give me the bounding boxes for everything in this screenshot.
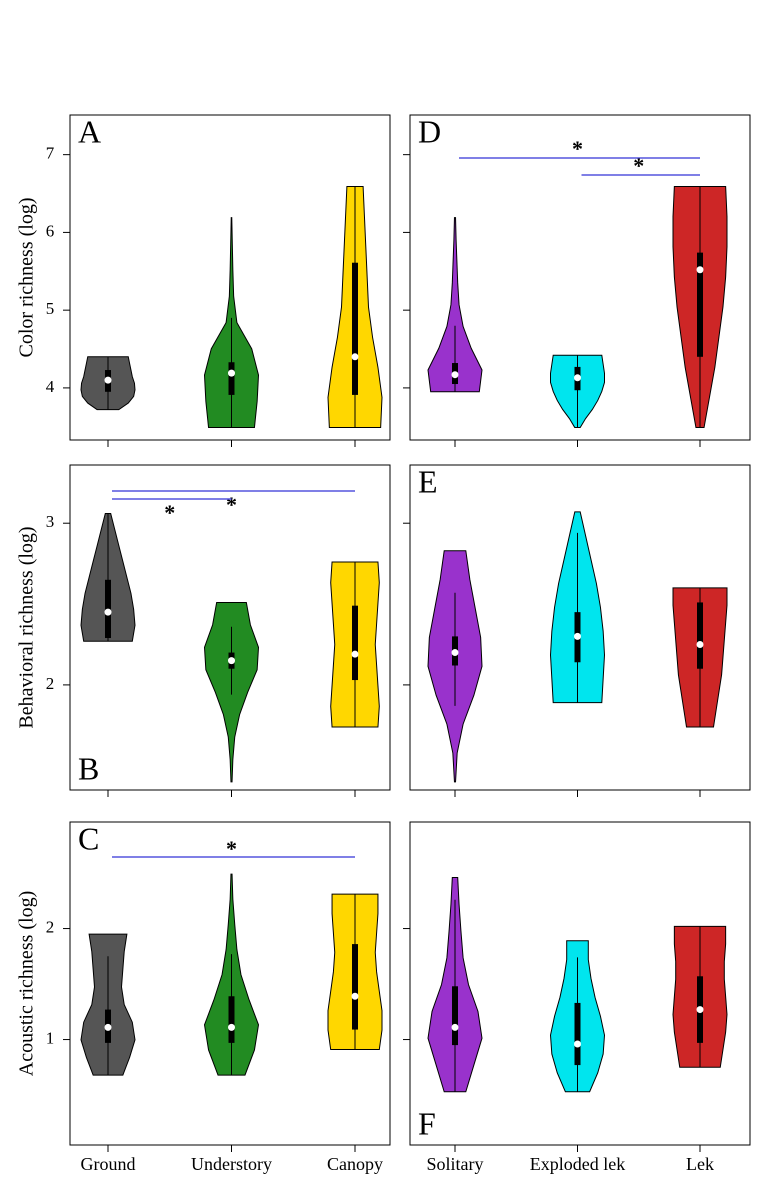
- box: [229, 996, 235, 1043]
- significance-star: *: [226, 836, 237, 861]
- median: [697, 641, 704, 648]
- panel-label: B: [78, 750, 99, 786]
- y-axis-label: Acoustic richness (log): [16, 891, 38, 1077]
- y-tick-label: 6: [46, 221, 55, 240]
- median: [697, 266, 704, 273]
- median: [105, 377, 112, 384]
- y-tick-label: 5: [46, 299, 55, 318]
- median: [452, 371, 459, 378]
- median: [697, 1006, 704, 1013]
- y-tick-label: 1: [46, 1028, 55, 1047]
- median: [452, 1024, 459, 1031]
- y-axis-label: Color richness (log): [16, 198, 38, 358]
- panel-label: F: [418, 1105, 436, 1141]
- box: [352, 606, 358, 680]
- box: [697, 602, 703, 668]
- y-tick-label: 4: [46, 377, 55, 396]
- y-tick-label: 7: [46, 144, 55, 163]
- x-tick-label: Exploded lek: [530, 1154, 625, 1174]
- median: [228, 1024, 235, 1031]
- x-tick-label: Ground: [81, 1154, 136, 1174]
- box: [452, 986, 458, 1045]
- x-tick-label: Lek: [686, 1154, 714, 1174]
- median: [105, 609, 112, 616]
- page: 4 5 6 7 Color richness (log) A 2 3 Behavioral ri…: [0, 0, 758, 1177]
- median: [574, 374, 581, 381]
- panel-label: D: [418, 113, 441, 149]
- median: [452, 649, 459, 656]
- median: [352, 993, 359, 1000]
- box: [352, 944, 358, 1029]
- median: [352, 353, 359, 360]
- significance-star: *: [633, 153, 644, 178]
- median: [574, 633, 581, 640]
- panel-label: E: [418, 463, 438, 499]
- y-tick-label: 2: [46, 917, 55, 936]
- y-tick-label: 3: [46, 512, 55, 531]
- panel-label: A: [78, 113, 101, 149]
- x-tick-label: Understory: [191, 1154, 272, 1174]
- significance-star: *: [572, 136, 583, 161]
- box: [575, 1003, 581, 1065]
- median: [228, 370, 235, 377]
- median: [574, 1040, 581, 1047]
- box: [229, 362, 235, 395]
- y-axis-label: Behavioral richness (log): [16, 526, 38, 728]
- significance-star: *: [164, 500, 175, 525]
- median: [352, 651, 359, 658]
- median: [228, 657, 235, 664]
- y-tick-label: 2: [46, 674, 55, 693]
- figure: 4 5 6 7 Color richness (log) A 2 3 Behavioral ri…: [0, 0, 758, 1177]
- median: [105, 1024, 112, 1031]
- box: [352, 263, 358, 395]
- panel-label: C: [78, 820, 99, 856]
- x-tick-label: Solitary: [427, 1154, 484, 1174]
- x-tick-label: Canopy: [327, 1154, 383, 1174]
- significance-star: *: [226, 492, 237, 517]
